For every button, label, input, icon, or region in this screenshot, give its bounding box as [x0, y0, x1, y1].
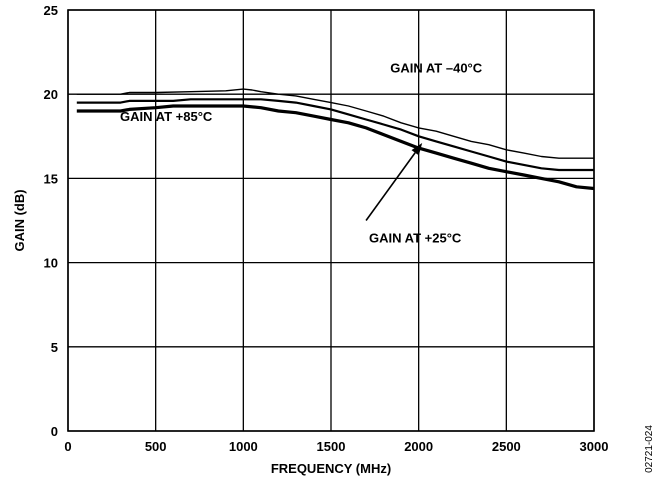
x-tick-label-2500: 2500 [492, 439, 521, 454]
grid-lines [67, 9, 595, 432]
y-tick-label-0: 0 [51, 424, 58, 439]
x-tick-label-500: 500 [145, 439, 167, 454]
y-tick-label-10: 10 [44, 256, 58, 271]
annotation-gain-plus25: GAIN AT +25°C [369, 230, 462, 245]
series-line-gain-minus40 [76, 88, 594, 159]
x-tick-label-2000: 2000 [404, 439, 433, 454]
y-tick-label-5: 5 [51, 340, 58, 355]
x-tick-label-1500: 1500 [317, 439, 346, 454]
plot-frame [67, 9, 595, 432]
figure-id: 02721-024 [644, 425, 655, 473]
annotation-arrow [365, 152, 416, 221]
annotation-arrow-head [411, 143, 423, 156]
annotation-gain-minus40: GAIN AT –40°C [390, 60, 482, 75]
x-tick-label-0: 0 [64, 439, 71, 454]
y-axis-title: GAIN (dB) [12, 189, 27, 251]
y-tick-label-20: 20 [44, 87, 58, 102]
annotation-gain-plus85: GAIN AT +85°C [120, 109, 213, 124]
x-tick-label-1000: 1000 [229, 439, 258, 454]
series-line-gain-plus85 [76, 98, 594, 172]
y-tick-label-15: 15 [44, 171, 58, 186]
series-lines [76, 88, 595, 191]
series-line-gain-plus25 [76, 104, 595, 191]
tick-labels: 0 500 1000 1500 2000 2500 3000 0 5 10 15 20 25 [44, 3, 609, 454]
x-axis-title: FREQUENCY (MHz) [271, 461, 391, 476]
y-tick-label-25: 25 [44, 3, 58, 18]
x-tick-label-3000: 3000 [580, 439, 609, 454]
